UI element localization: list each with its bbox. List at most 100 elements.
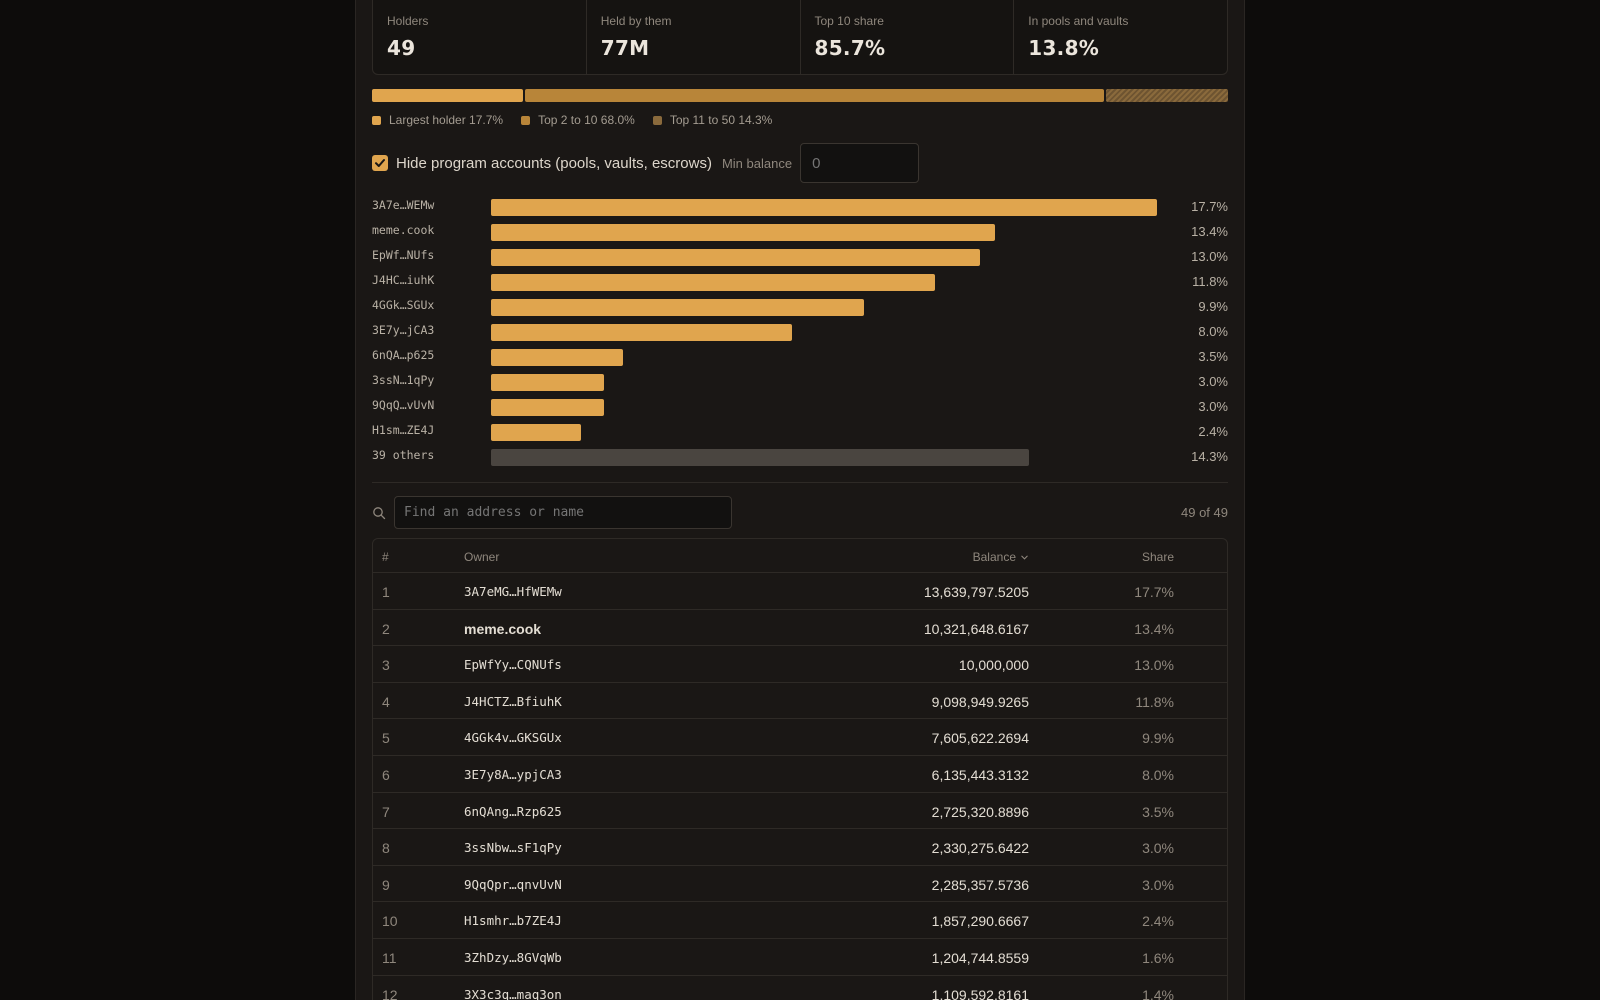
divider bbox=[372, 482, 1228, 483]
table-row[interactable]: 12 3X3c3q…maq3on 1,109,592.8161 1.4% bbox=[373, 976, 1227, 1000]
row-owner[interactable]: meme.cook bbox=[464, 620, 542, 637]
row-share: 13.0% bbox=[1134, 657, 1174, 674]
row-num: 1 bbox=[382, 584, 390, 600]
row-owner[interactable]: 3ZhDzy…8GVqWb bbox=[464, 949, 562, 965]
row-share: 1.4% bbox=[1142, 986, 1174, 1000]
holder-bar-row[interactable]: H1sm…ZE4J 2.4% bbox=[372, 421, 1228, 446]
holder-bar-row[interactable]: J4HC…iuhK 11.8% bbox=[372, 271, 1228, 296]
holder-bar-pct: 3.0% bbox=[1198, 399, 1228, 414]
holder-bar bbox=[491, 324, 793, 341]
stat-pools: In pools and vaults 13.8% bbox=[1014, 0, 1227, 74]
dist-segment-top2to10 bbox=[524, 89, 1105, 102]
search-input[interactable] bbox=[394, 496, 732, 529]
holder-bar-row[interactable]: 3ssN…1qPy 3.0% bbox=[372, 371, 1228, 396]
search-row: 49 of 49 bbox=[372, 496, 1228, 529]
table-row[interactable]: 9 9QqQpr…qnvUvN 2,285,357.5736 3.0% bbox=[373, 866, 1227, 903]
row-balance: 1,857,290.6667 bbox=[931, 913, 1029, 930]
legend-swatch bbox=[652, 115, 662, 125]
holder-bar-row[interactable]: 3E7y…jCA3 8.0% bbox=[372, 321, 1228, 346]
stat-label: In pools and vaults bbox=[1028, 14, 1129, 28]
row-share: 2.4% bbox=[1142, 913, 1174, 930]
row-owner[interactable]: 9QqQpr…qnvUvN bbox=[464, 876, 562, 892]
filter-row: Hide program accounts (pools, vaults, es… bbox=[372, 143, 1228, 183]
row-num: 7 bbox=[382, 803, 390, 820]
stat-value: 77M bbox=[600, 36, 650, 60]
row-balance: 1,109,592.8161 bbox=[931, 986, 1029, 1000]
holder-bar-track bbox=[491, 349, 1157, 366]
row-owner[interactable]: 4GGk4v…GKSGUx bbox=[464, 730, 562, 746]
holder-bar-track bbox=[491, 324, 1157, 341]
row-owner[interactable]: EpWfYy…CQNUfs bbox=[464, 657, 562, 673]
check-icon bbox=[375, 159, 385, 167]
table-row[interactable]: 11 3ZhDzy…8GVqWb 1,204,744.8559 1.6% bbox=[373, 939, 1227, 976]
header-share[interactable]: Share bbox=[1141, 550, 1174, 564]
stat-value: 49 bbox=[387, 36, 416, 60]
holder-bar-row[interactable]: 3A7e…WEMw 17.7% bbox=[372, 196, 1228, 221]
holders-panel: Holders 49 Held by them 77M Top 10 share… bbox=[355, 0, 1245, 1000]
header-owner[interactable]: Owner bbox=[464, 550, 500, 564]
row-owner[interactable]: 3X3c3q…maq3on bbox=[464, 986, 562, 1000]
row-share: 13.4% bbox=[1134, 620, 1174, 637]
row-owner[interactable]: H1smhr…b7ZE4J bbox=[464, 913, 562, 929]
row-num: 10 bbox=[382, 913, 398, 930]
holder-bar-row[interactable]: 6nQA…p625 3.5% bbox=[372, 346, 1228, 371]
row-owner[interactable]: J4HCTZ…BfiuhK bbox=[464, 693, 562, 709]
header-balance-sort[interactable]: Balance bbox=[973, 550, 1029, 564]
row-num: 3 bbox=[382, 657, 390, 674]
holder-bar-pct: 13.4% bbox=[1191, 224, 1228, 239]
holder-bar-track bbox=[491, 424, 1157, 441]
hide-program-accounts-label[interactable]: Hide program accounts (pools, vaults, es… bbox=[396, 154, 712, 172]
holder-bar-others bbox=[491, 449, 1030, 466]
row-balance: 10,000,000 bbox=[958, 657, 1029, 674]
table-row[interactable]: 5 4GGk4v…GKSGUx 7,605,622.2694 9.9% bbox=[373, 719, 1227, 756]
holder-bar-name: 39 others bbox=[372, 448, 435, 462]
holder-bar bbox=[491, 199, 1157, 216]
chevron-down-icon bbox=[1021, 555, 1028, 560]
holder-bar-row[interactable]: 9QqQ…vUvN 3.0% bbox=[372, 396, 1228, 421]
stat-label: Holders bbox=[387, 14, 429, 28]
table-row[interactable]: 2 meme.cook 10,321,648.6167 13.4% bbox=[373, 610, 1227, 647]
row-num: 11 bbox=[382, 949, 397, 966]
distribution-legend: Largest holder 17.7% Top 2 to 10 68.0% T… bbox=[372, 112, 1228, 128]
hide-program-accounts-checkbox[interactable] bbox=[372, 155, 388, 171]
holder-bar-pct: 3.0% bbox=[1198, 374, 1228, 389]
holder-bar-row[interactable]: meme.cook 13.4% bbox=[372, 221, 1228, 246]
row-balance: 10,321,648.6167 bbox=[923, 620, 1029, 637]
holder-bar-row[interactable]: EpWf…NUfs 13.0% bbox=[372, 246, 1228, 271]
table-row[interactable]: 10 H1smhr…b7ZE4J 1,857,290.6667 2.4% bbox=[373, 902, 1227, 939]
row-num: 2 bbox=[382, 620, 390, 637]
holder-bar-pct: 11.8% bbox=[1192, 274, 1228, 289]
stat-label: Held by them bbox=[600, 14, 672, 28]
holder-bar-name: 6nQA…p625 bbox=[372, 348, 435, 362]
holder-bar-row[interactable]: 4GGk…SGUx 9.9% bbox=[372, 296, 1228, 321]
holder-bar-track bbox=[491, 374, 1157, 391]
holder-bar-name: 4GGk…SGUx bbox=[372, 298, 435, 312]
holder-bar-row[interactable]: 39 others 14.3% bbox=[372, 446, 1228, 471]
holder-bar-name: 3ssN…1qPy bbox=[372, 373, 435, 387]
holder-bar-pct: 9.9% bbox=[1198, 299, 1228, 314]
row-owner[interactable]: 6nQAng…Rzp625 bbox=[464, 803, 562, 819]
stats-row: Holders 49 Held by them 77M Top 10 share… bbox=[372, 0, 1228, 75]
row-balance: 2,330,275.6422 bbox=[931, 840, 1029, 857]
row-share: 8.0% bbox=[1142, 766, 1174, 783]
table-row[interactable]: 7 6nQAng…Rzp625 2,725,320.8896 3.5% bbox=[373, 793, 1227, 830]
holder-bar-pct: 13.0% bbox=[1191, 249, 1228, 264]
row-balance: 2,285,357.5736 bbox=[931, 876, 1029, 893]
search-icon bbox=[373, 506, 386, 519]
legend-item-top2to10: Top 2 to 10 68.0% bbox=[521, 113, 635, 127]
table-row[interactable]: 3 EpWfYy…CQNUfs 10,000,000 13.0% bbox=[373, 646, 1227, 683]
table-row[interactable]: 6 3E7y8A…ypjCA3 6,135,443.3132 8.0% bbox=[373, 756, 1227, 793]
stat-value: 13.8% bbox=[1028, 36, 1100, 60]
table-header: # Owner Balance Share bbox=[373, 539, 1227, 573]
holder-bar bbox=[491, 349, 623, 366]
row-owner[interactable]: 3E7y8A…ypjCA3 bbox=[464, 766, 562, 782]
table-row[interactable]: 8 3ssNbw…sF1qPy 2,330,275.6422 3.0% bbox=[373, 829, 1227, 866]
table-row[interactable]: 4 J4HCTZ…BfiuhK 9,098,949.9265 11.8% bbox=[373, 683, 1227, 720]
row-balance: 6,135,443.3132 bbox=[931, 766, 1029, 783]
min-balance-input[interactable] bbox=[800, 143, 920, 183]
holder-bar bbox=[491, 424, 582, 441]
row-share: 1.6% bbox=[1142, 949, 1174, 966]
row-owner[interactable]: 3A7eMG…HfWEMw bbox=[464, 584, 562, 599]
row-owner[interactable]: 3ssNbw…sF1qPy bbox=[464, 840, 562, 856]
table-row[interactable]: 1 3A7eMG…HfWEMw 13,639,797.5205 17.7% bbox=[373, 573, 1227, 610]
